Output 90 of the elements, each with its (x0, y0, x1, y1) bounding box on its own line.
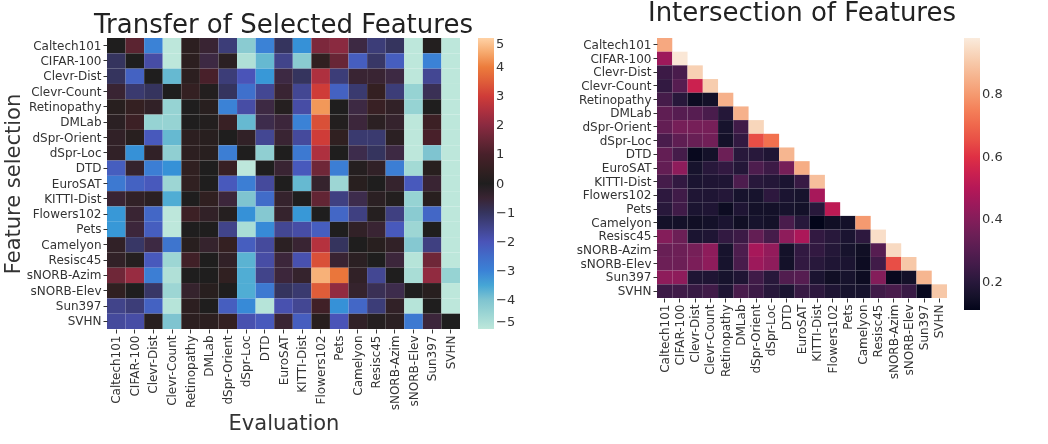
x-tick-label: DMLab (202, 335, 217, 377)
y-tick-label: sNORB-Elev (580, 256, 652, 271)
y-tick-label: DMLab (60, 115, 102, 130)
y-tick-label: Clevr-Count (581, 78, 652, 93)
color-bar-label: −3 (496, 262, 516, 278)
x-tick-label: sNORB-Elev (406, 335, 421, 407)
y-tick-label: Flowers102 (582, 188, 652, 203)
x-tick-label: sNORB-Azim (886, 304, 901, 380)
y-tick-label: CIFAR-100 (40, 53, 102, 68)
y-tick-label: Resisc45 (48, 253, 102, 268)
color-bar-label: 2 (496, 117, 505, 133)
y-tick-label: EuroSAT (601, 161, 653, 175)
x-tick-label: DTD (257, 335, 272, 362)
x-tick-label: Flowers102 (313, 335, 328, 405)
y-tick-label: sNORB-Elev (30, 283, 102, 298)
x-tick-label: EuroSAT (795, 303, 809, 355)
y-tick-label: Caltech101 (583, 37, 652, 52)
x-tick-label: KITTI-Dist (810, 304, 825, 362)
y-tick-label: dSpr-Orient (32, 130, 102, 145)
y-tick-label: Camelyon (591, 215, 652, 230)
x-tick-label: Sun397 (425, 335, 440, 382)
x-tick-label: sNORB-Elev (901, 304, 916, 376)
x-tick-label: Retinopathy (718, 304, 733, 378)
x-tick-label: dSpr-Orient (220, 335, 235, 405)
y-tick-label: Resisc45 (598, 229, 652, 244)
x-tick-label: dSpr-Loc (239, 335, 254, 388)
x-tick-label: Camelyon (350, 335, 365, 396)
y-tick-label: Retinopathy (578, 92, 652, 107)
y-tick-label: Clevr-Count (31, 84, 102, 99)
y-tick-label: Clevr-Dist (43, 69, 102, 84)
y-tick-label: KITTI-Dist (594, 174, 652, 189)
color-bar-label: 0.2 (982, 273, 1003, 289)
y-axis-title: Feature selection (0, 93, 25, 275)
y-tick-label: Pets (76, 222, 102, 237)
y-tick-label: Caltech101 (33, 38, 102, 53)
x-tick-label: Clevr-Dist (146, 335, 161, 394)
chart-title: Intersection of Features (647, 0, 957, 27)
y-tick-label: dSpr-Loc (49, 145, 102, 160)
x-tick-label: Pets (332, 335, 347, 361)
color-bar-label: 0.4 (982, 211, 1003, 227)
x-tick-label: Flowers102 (825, 304, 840, 374)
x-tick-label: dSpr-Orient (749, 304, 764, 374)
y-tick-label: Camelyon (41, 237, 102, 252)
y-tick-label: DTD (75, 161, 102, 176)
x-tick-label: Sun397 (917, 304, 932, 351)
x-tick-label: DTD (779, 304, 794, 331)
y-tick-label: KITTI-Dist (44, 191, 102, 206)
color-bar-label: 1 (496, 146, 505, 162)
x-tick-label: DMLab (733, 304, 748, 346)
color-bar-label: 0.6 (982, 148, 1003, 164)
x-tick-label: sNORB-Azim (387, 335, 402, 411)
x-tick-label: Camelyon (856, 304, 871, 365)
color-bar-label: 4 (496, 59, 505, 75)
x-tick-label: EuroSAT (276, 334, 291, 386)
y-tick-label: Sun397 (605, 270, 652, 285)
x-tick-label: Retinopathy (183, 335, 198, 409)
x-tick-label: SVHN (443, 335, 458, 370)
chart-title: Transfer of Selected Features (93, 9, 473, 39)
color-bar-label: −2 (496, 233, 516, 249)
color-bar-label: 5 (496, 36, 505, 51)
y-tick-label: Flowers102 (32, 207, 102, 222)
y-tick-label: Retinopathy (28, 99, 102, 114)
y-tick-label: dSpr-Orient (582, 119, 652, 134)
x-tick-label: dSpr-Loc (764, 304, 779, 357)
x-tick-label: Pets (840, 304, 855, 330)
y-tick-label: DTD (625, 147, 652, 162)
y-tick-label: CIFAR-100 (590, 51, 652, 66)
y-tick-label: SVHN (617, 284, 652, 299)
color-bar-label: 0 (496, 175, 505, 191)
color-bar-label: −1 (496, 204, 516, 220)
color-bar-label: −5 (496, 314, 516, 329)
x-tick-label: Resisc45 (871, 304, 886, 358)
color-bar-label: −4 (496, 291, 516, 307)
x-tick-label: KITTI-Dist (295, 335, 310, 393)
y-tick-label: Pets (626, 202, 652, 217)
y-tick-label: sNORB-Azim (576, 243, 652, 258)
x-tick-label: Clevr-Count (703, 304, 718, 375)
y-tick-label: sNORB-Azim (26, 268, 102, 283)
x-tick-label: Clevr-Dist (688, 304, 703, 363)
x-tick-label: SVHN (932, 304, 947, 339)
x-tick-label: Resisc45 (369, 335, 384, 389)
x-tick-label: CIFAR-100 (127, 335, 142, 397)
y-tick-label: DMLab (610, 106, 652, 121)
x-axis-title: Evaluation (228, 411, 340, 436)
y-tick-label: dSpr-Loc (599, 133, 652, 148)
y-tick-label: EuroSAT (51, 176, 103, 191)
color-bar-label: 0.8 (982, 86, 1003, 102)
x-tick-label: Clevr-Count (165, 335, 180, 406)
color-bar-label: 3 (496, 88, 505, 104)
y-tick-label: Clevr-Dist (593, 65, 652, 80)
